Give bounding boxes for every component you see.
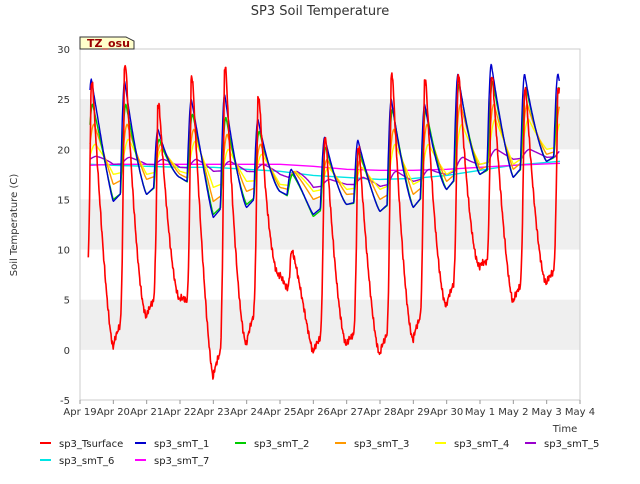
x-tick-label: May 2	[498, 407, 528, 418]
legend-label: sp3_smT_4	[454, 439, 509, 450]
x-tick-label: Apr 29	[397, 407, 430, 418]
y-tick-label: 0	[64, 346, 70, 357]
x-tick-label: Apr 23	[197, 407, 230, 418]
chart-title: SP3 Soil Temperature	[251, 4, 389, 19]
x-tick-label: May 3	[532, 407, 562, 418]
y-tick-label: 10	[57, 246, 70, 257]
x-tick-label: May 1	[465, 407, 495, 418]
x-tick-label: Apr 24	[230, 407, 263, 418]
x-tick-label: Apr 27	[330, 407, 363, 418]
x-tick-label: Apr 19	[63, 407, 96, 418]
x-tick-label: Apr 30	[430, 407, 463, 418]
x-tick-label: Apr 22	[163, 407, 196, 418]
series-line-sp3-smt-6	[89, 160, 561, 181]
y-tick-label: -5	[60, 396, 70, 407]
legend-label: sp3_smT_3	[354, 439, 409, 450]
series-layer	[87, 63, 561, 380]
y-tick-label: 20	[57, 145, 70, 156]
legend-label: sp3_smT_2	[254, 439, 309, 450]
legend-label: sp3_smT_6	[59, 456, 114, 467]
y-tick-label: 5	[64, 296, 70, 307]
grid-bands	[80, 99, 580, 350]
x-tick-label: Apr 28	[363, 407, 396, 418]
legend-label: sp3_Tsurface	[59, 439, 123, 450]
legend-label: sp3_smT_5	[544, 439, 599, 450]
x-tick-label: Apr 21	[130, 407, 163, 418]
x-tick-label: Apr 25	[263, 407, 296, 418]
series-line-sp3-smt-7	[89, 162, 561, 171]
y-tick-label: 25	[57, 95, 70, 106]
tz-annotation-box	[79, 36, 135, 50]
legend: sp3_Tsurface sp3_smT_1 sp3_smT_2 sp3_smT_3 s…	[40, 439, 599, 467]
x-tick-label: Apr 20	[97, 407, 130, 418]
legend-label: sp3_smT_7	[154, 456, 209, 467]
tz-annotation-text: TZ_osu	[87, 37, 130, 50]
x-ticks: Apr 19 Apr 20 Apr 21 Apr 22 Apr 23 Apr 24 Apr …	[63, 400, 595, 418]
tz-annotation: TZ_osu	[79, 36, 135, 50]
x-tick-label: May 4	[565, 407, 595, 418]
x-axis-label: Time	[552, 424, 577, 435]
series-line-sp3-tsurface	[87, 64, 561, 380]
series-line-sp3-smt-1	[89, 63, 560, 219]
x-tick-label: Apr 26	[297, 407, 330, 418]
y-ticks: -5 0 5 10 15 20 25 30	[57, 45, 70, 407]
plot-frame	[79, 48, 581, 401]
legend-label: sp3_smT_1	[154, 439, 209, 450]
y-axis-label: Soil Temperature (C)	[9, 174, 20, 277]
y-tick-label: 30	[57, 45, 70, 56]
grid-band	[80, 299, 580, 350]
y-tick-label: 15	[57, 195, 70, 206]
